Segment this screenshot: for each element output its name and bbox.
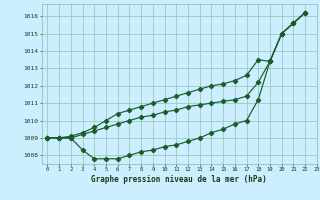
- X-axis label: Graphe pression niveau de la mer (hPa): Graphe pression niveau de la mer (hPa): [91, 175, 267, 184]
